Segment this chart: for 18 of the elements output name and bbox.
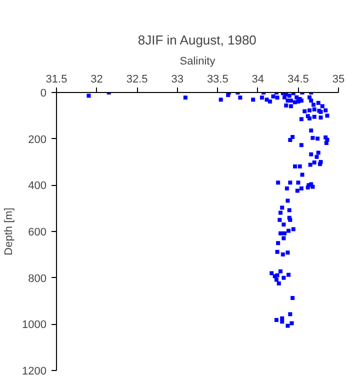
x-tick-label: 35 [332, 74, 345, 86]
y-axis-title: Depth [m] [3, 208, 16, 256]
chart-title: 8JIF in August, 1980 [138, 32, 256, 48]
x-tick-label: 32.5 [126, 74, 148, 86]
y-tick-label: 800 [28, 272, 47, 285]
y-tick-label: 1200 [22, 366, 47, 378]
y-tick-label: 0 [40, 88, 47, 100]
x-tick-label: 32 [90, 74, 103, 86]
x-tick-label: 34 [252, 74, 264, 86]
y-tick-label: 400 [28, 180, 47, 192]
y-tick-label: 200 [28, 134, 47, 146]
x-axis-title: Salinity [180, 56, 216, 68]
y-tick-label: 600 [28, 226, 47, 238]
x-tick-label: 34.5 [288, 74, 309, 86]
x-tick-label: 33.5 [206, 74, 228, 86]
x-tick-label: 33 [171, 74, 184, 86]
x-tick-label: 31.5 [46, 74, 68, 86]
y-tick-label: 1000 [22, 319, 47, 332]
